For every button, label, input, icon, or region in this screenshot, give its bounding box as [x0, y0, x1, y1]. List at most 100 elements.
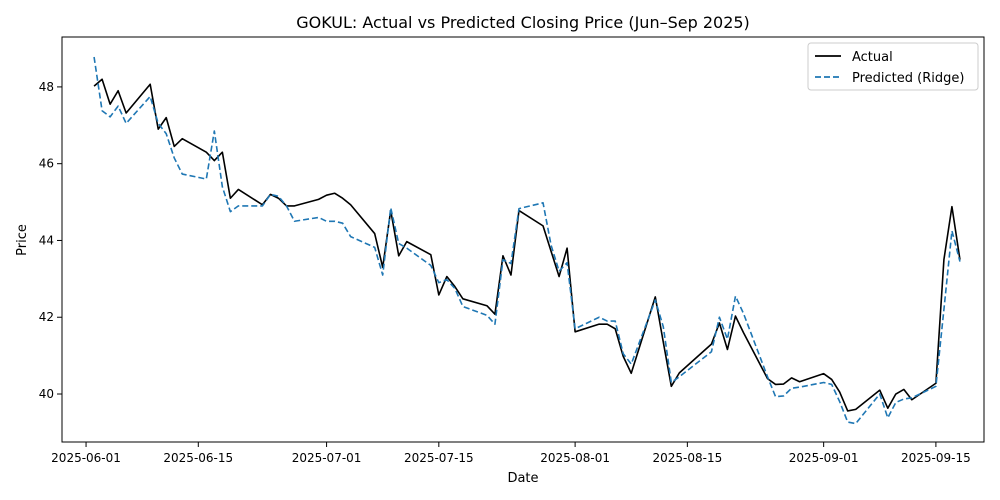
data-point-actual — [566, 247, 568, 249]
data-point-predicted — [630, 363, 632, 365]
data-point-actual — [855, 409, 857, 411]
data-point-predicted — [117, 105, 119, 107]
data-point-actual — [783, 383, 785, 385]
data-point-predicted — [943, 309, 945, 311]
data-point-actual — [743, 332, 745, 334]
data-point-actual — [895, 393, 897, 395]
data-point-predicted — [502, 259, 504, 261]
data-point-predicted — [173, 157, 175, 159]
data-point-predicted — [230, 211, 232, 213]
series-line-actual — [93, 78, 961, 412]
legend-label-actual: Actual — [852, 50, 893, 65]
data-point-predicted — [350, 236, 352, 238]
data-point-predicted — [767, 376, 769, 378]
data-point-actual — [222, 151, 224, 153]
data-point-predicted — [510, 263, 512, 265]
x-tick-label: 2025-09-15 — [901, 451, 971, 465]
data-point-predicted — [238, 205, 240, 207]
data-point-predicted — [558, 270, 560, 272]
data-point-predicted — [566, 262, 568, 264]
data-point-actual — [951, 206, 953, 208]
data-point-predicted — [374, 247, 376, 249]
data-point-predicted — [574, 328, 576, 330]
plot-frame — [61, 36, 985, 443]
data-point-actual — [622, 356, 624, 358]
data-point-actual — [398, 255, 400, 257]
data-point-actual — [318, 199, 320, 201]
data-point-actual — [542, 225, 544, 227]
data-point-actual — [278, 197, 280, 199]
data-point-predicted — [157, 123, 159, 125]
data-point-predicted — [799, 386, 801, 388]
data-point-predicted — [791, 387, 793, 389]
data-point-predicted — [903, 398, 905, 400]
series-actual — [93, 78, 961, 412]
data-point-predicted — [294, 220, 296, 222]
data-point-predicted — [462, 306, 464, 308]
series-line-predicted — [93, 56, 961, 425]
data-point-actual — [799, 381, 801, 383]
data-point-predicted — [679, 376, 681, 378]
data-point-predicted — [262, 205, 264, 207]
data-point-actual — [446, 276, 448, 278]
data-point-actual — [574, 331, 576, 333]
data-point-actual — [831, 379, 833, 381]
data-point-predicted — [206, 178, 208, 180]
data-point-predicted — [318, 217, 320, 219]
plot-area — [61, 36, 985, 443]
data-point-predicted — [165, 133, 167, 135]
data-point-predicted — [727, 338, 729, 340]
data-point-actual — [839, 391, 841, 393]
x-axis: 2025-06-01 2025-06-15 2025-07-01 2025-07-15… — [51, 442, 971, 465]
data-point-actual — [679, 372, 681, 374]
data-point-predicted — [334, 220, 336, 222]
data-point-predicted — [783, 395, 785, 397]
data-point-predicted — [222, 186, 224, 188]
data-point-predicted — [342, 222, 344, 224]
data-point-actual — [486, 305, 488, 307]
data-point-actual — [125, 112, 127, 114]
data-point-actual — [614, 328, 616, 330]
data-point-predicted — [181, 173, 183, 175]
data-point-actual — [630, 372, 632, 374]
data-point-predicted — [654, 299, 656, 301]
data-point-predicted — [93, 56, 95, 58]
data-point-predicted — [149, 96, 151, 98]
data-point-predicted — [454, 288, 456, 290]
data-point-predicted — [887, 417, 889, 419]
data-point-actual — [911, 399, 913, 401]
data-point-actual — [430, 254, 432, 256]
data-point-actual — [598, 323, 600, 325]
data-point-predicted — [278, 196, 280, 198]
data-point-predicted — [430, 265, 432, 267]
data-point-actual — [847, 410, 849, 412]
data-point-predicted — [598, 316, 600, 318]
data-point-actual — [294, 205, 296, 207]
data-point-actual — [727, 349, 729, 351]
data-point-predicted — [823, 382, 825, 384]
data-point-predicted — [390, 207, 392, 209]
data-point-actual — [374, 233, 376, 235]
data-point-actual — [823, 373, 825, 375]
data-point-actual — [109, 103, 111, 105]
data-point-actual — [406, 241, 408, 243]
data-point-predicted — [743, 313, 745, 315]
data-point-predicted — [406, 247, 408, 249]
data-point-predicted — [486, 315, 488, 317]
data-point-actual — [334, 192, 336, 194]
data-point-predicted — [542, 202, 544, 204]
data-point-actual — [671, 386, 673, 388]
y-axis: 40 42 44 46 48 — [39, 80, 62, 401]
data-point-actual — [342, 197, 344, 199]
y-axis-label: Price — [15, 224, 30, 256]
y-tick-label: 42 — [39, 310, 54, 324]
data-point-actual — [735, 315, 737, 317]
y-tick-label: 48 — [39, 80, 54, 94]
x-tick-label: 2025-06-15 — [163, 451, 233, 465]
data-point-actual — [165, 117, 167, 119]
data-point-actual — [350, 204, 352, 206]
data-point-actual — [101, 78, 103, 80]
data-point-actual — [654, 296, 656, 298]
data-point-predicted — [518, 208, 520, 210]
